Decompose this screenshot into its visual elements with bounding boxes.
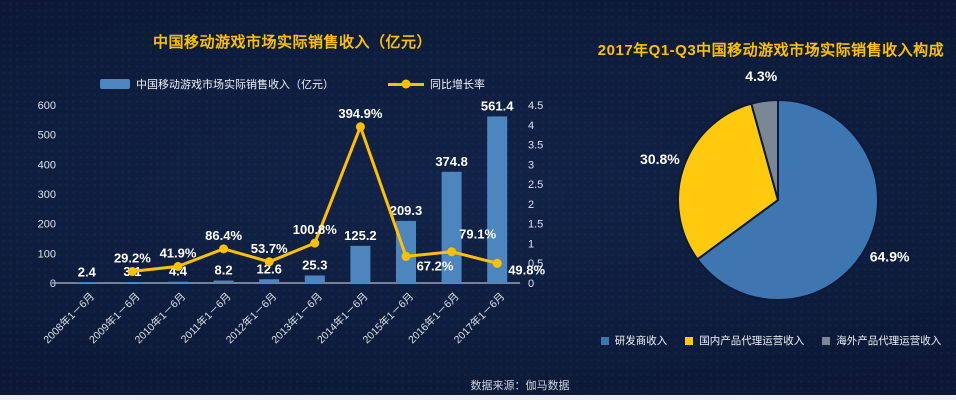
bar-chart-title: 中国移动游戏市场实际销售收入（亿元） xyxy=(152,34,432,51)
bar xyxy=(76,282,97,283)
bar xyxy=(350,245,371,283)
bar xyxy=(441,171,462,283)
pie-slice-label: 30.8% xyxy=(640,151,680,167)
bar xyxy=(213,280,234,283)
left-axis-tick: 200 xyxy=(38,219,56,231)
line-dot xyxy=(401,79,411,89)
bar xyxy=(122,282,143,283)
legend-label: 海外产品代理运营收入 xyxy=(836,335,942,347)
legend-item: 同比增长率 xyxy=(388,76,485,92)
right-axis-tick: 1 xyxy=(528,238,534,250)
line-marker xyxy=(447,247,457,257)
bar-value-label: 8.2 xyxy=(215,263,233,278)
revenue-composition-pie-chart: 64.9% 30.8% 4.3% xyxy=(640,68,910,301)
bar-value-label: 12.6 xyxy=(257,261,282,276)
bar-value-label: 561.4 xyxy=(481,98,514,113)
line-marker xyxy=(401,251,411,261)
right-axis-tick: 1.5 xyxy=(528,219,543,231)
square-swatch xyxy=(685,336,694,345)
pie-slice-label: 64.9% xyxy=(870,248,910,264)
left-axis-tick: 0 xyxy=(50,278,56,290)
pie-slice xyxy=(677,102,780,261)
right-axis-tick: 2 xyxy=(528,199,534,211)
pie-slice-label: 4.3% xyxy=(745,68,777,84)
line-marker xyxy=(173,261,183,271)
growth-value-label: 79.1% xyxy=(459,227,496,242)
bar-value-label: 374.8 xyxy=(435,154,468,169)
x-axis-labels: 2008年1－6月2009年1－6月2010年1－6月2011年1－6月2012… xyxy=(41,290,508,346)
left-axis-tick: 500 xyxy=(38,130,56,142)
growth-value-label: 41.9% xyxy=(160,245,197,260)
square-swatch xyxy=(600,336,609,345)
right-axis-tick: 0.5 xyxy=(528,258,543,270)
left-axis-tick: 600 xyxy=(38,100,56,112)
growth-line-series: 29.2% 41.9% 86.4% 53.7% 100.8% 394.9% 67.2% 79.… xyxy=(114,106,546,278)
growth-value-label: 394.9% xyxy=(338,106,383,121)
growth-value-label: 53.7% xyxy=(251,241,288,256)
legend-label: 同比增长率 xyxy=(430,79,485,91)
line-marker xyxy=(355,122,365,132)
legend-label: 中国移动游戏市场实际销售收入（亿元） xyxy=(136,79,334,91)
data-source-label: 数据来源：伽马数据 xyxy=(470,380,570,392)
legend-item: 中国移动游戏市场实际销售收入（亿元） xyxy=(100,76,334,92)
right-axis-tick: 0 xyxy=(528,278,534,290)
growth-value-label: 86.4% xyxy=(205,228,242,243)
left-axis-tick: 400 xyxy=(38,159,56,171)
left-axis-tick: 100 xyxy=(38,248,56,260)
bar-swatch xyxy=(100,79,130,89)
legend-label: 研发商收入 xyxy=(614,335,668,347)
bar xyxy=(304,275,325,283)
legend-item: 海外产品代理运营收入 xyxy=(822,333,941,348)
right-axis-tick: 4 xyxy=(528,120,534,132)
bar-value-label: 209.3 xyxy=(390,203,423,218)
pie-slice xyxy=(750,98,779,201)
line-marker xyxy=(219,244,229,254)
growth-value-label: 49.8% xyxy=(508,262,545,277)
bar xyxy=(168,281,188,283)
right-axis-tick: 3.5 xyxy=(528,140,543,152)
bar-value-label: 125.2 xyxy=(344,228,377,243)
legend-item: 研发商收入 xyxy=(600,333,668,348)
pie-chart-title: 2017年Q1-Q3中国移动游戏市场实际销售收入构成 xyxy=(597,42,945,59)
pie-slices: 64.9% 30.8% 4.3% xyxy=(640,68,910,301)
bottom-accent-strip xyxy=(0,395,956,400)
bar xyxy=(259,279,280,283)
bar-chart-legend: 中国移动游戏市场实际销售收入（亿元） 同比增长率 xyxy=(20,76,565,92)
right-axis-tick: 4.5 xyxy=(528,100,543,112)
line-marker xyxy=(264,257,274,267)
legend-label: 国内产品代理运营收入 xyxy=(699,335,805,347)
line-marker xyxy=(310,238,320,248)
right-axis-tick: 3 xyxy=(528,159,534,171)
legend-item: 国内产品代理运营收入 xyxy=(685,333,804,348)
line-marker xyxy=(127,266,137,276)
square-swatch xyxy=(822,336,831,345)
line-swatch xyxy=(388,79,424,89)
bar-value-label: 25.3 xyxy=(302,257,327,272)
bar xyxy=(487,116,508,284)
pie-slice xyxy=(696,98,879,301)
bar-value-label: 2.4 xyxy=(78,264,97,279)
growth-value-label: 29.2% xyxy=(114,250,151,265)
line-marker xyxy=(492,258,502,268)
left-axis-tick: 300 xyxy=(38,189,56,201)
pie-chart-legend: 研发商收入 国内产品代理运营收入 海外产品代理运营收入 xyxy=(588,333,954,348)
growth-value-label: 67.2% xyxy=(417,258,454,273)
right-axis-tick: 2.5 xyxy=(528,179,543,191)
growth-value-label: 100.8% xyxy=(293,222,338,237)
revenue-growth-combo-chart: 010020030040050060000.511.522.533.544.52… xyxy=(38,98,546,346)
